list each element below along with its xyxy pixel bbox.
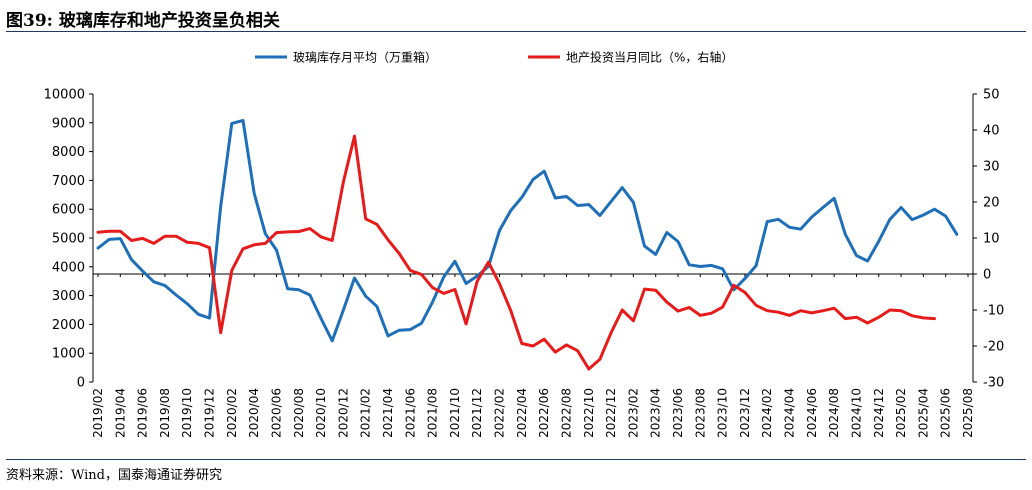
x-tick-label: 2022/12 xyxy=(604,388,618,438)
x-tick-label: 2021/10 xyxy=(448,388,462,438)
x-tick-label: 2024/02 xyxy=(760,388,774,438)
x-tick-label: 2023/12 xyxy=(738,388,752,438)
glass-inventory-line xyxy=(96,119,959,343)
x-tick-label: 2022/04 xyxy=(515,388,529,438)
x-tick-label: 2019/10 xyxy=(180,388,194,438)
x-tick-label: 2025/04 xyxy=(916,388,930,438)
right-tick-label: -10 xyxy=(983,304,1004,319)
x-tick-label: 2024/12 xyxy=(872,388,886,438)
x-tick-label: 2024/10 xyxy=(849,388,863,438)
x-tick-label: 2019/12 xyxy=(203,388,217,438)
left-tick-label: 4000 xyxy=(52,260,85,275)
x-tick-label: 2022/08 xyxy=(559,388,573,438)
x-tick-label: 2019/04 xyxy=(113,388,127,438)
left-tick-label: 6000 xyxy=(52,203,85,218)
x-tick-label: 2022/06 xyxy=(537,388,551,438)
x-tick-label: 2025/06 xyxy=(939,388,953,438)
x-tick-label: 2023/10 xyxy=(716,388,730,438)
x-tick-label: 2022/02 xyxy=(493,388,507,438)
right-tick-label: 10 xyxy=(983,232,1000,247)
figure-title: 图39: 玻璃库存和地产投资呈负相关 xyxy=(6,11,280,31)
property-investment-line xyxy=(96,134,936,371)
x-tick-label: 2024/04 xyxy=(783,388,797,438)
x-tick-label: 2022/10 xyxy=(582,388,596,438)
x-tick-label: 2023/08 xyxy=(693,388,707,438)
source-note: 资料来源：Wind，国泰海通证券研究 xyxy=(6,468,222,483)
x-tick-label: 2020/12 xyxy=(336,388,350,438)
right-tick-label: 50 xyxy=(983,88,1000,103)
left-tick-label: 9000 xyxy=(52,116,85,131)
right-tick-label: 40 xyxy=(983,124,1000,139)
chart-axes: 0100020003000400050006000700080009000100… xyxy=(44,88,1005,438)
x-tick-label: 2021/04 xyxy=(381,388,395,438)
legend-label-inventory: 玻璃库存月平均（万重箱） xyxy=(293,50,437,65)
x-tick-label: 2020/08 xyxy=(292,388,306,438)
chart-lines xyxy=(96,119,959,371)
x-tick-label: 2020/06 xyxy=(269,388,283,438)
x-tick-label: 2025/08 xyxy=(961,388,975,438)
x-tick-label: 2024/08 xyxy=(827,388,841,438)
x-tick-label: 2025/02 xyxy=(894,388,908,438)
x-tick-label: 2024/06 xyxy=(805,388,819,438)
x-tick-label: 2023/06 xyxy=(671,388,685,438)
title-divider xyxy=(6,31,1026,32)
x-tick-label: 2019/06 xyxy=(136,388,150,438)
right-tick-label: -20 xyxy=(983,340,1004,355)
left-tick-label: 0 xyxy=(77,376,85,391)
right-tick-label: 30 xyxy=(983,160,1000,175)
x-tick-label: 2023/04 xyxy=(649,388,663,438)
figure-header: 图39: 玻璃库存和地产投资呈负相关 xyxy=(6,6,1026,32)
x-tick-label: 2021/06 xyxy=(403,388,417,438)
chart-legend: 玻璃库存月平均（万重箱） 地产投资当月同比（%，右轴） xyxy=(255,50,733,65)
source-divider xyxy=(6,459,1026,460)
left-tick-label: 8000 xyxy=(52,145,85,160)
x-tick-label: 2019/08 xyxy=(158,388,172,438)
right-tick-label: 20 xyxy=(983,196,1000,211)
x-tick-label: 2020/04 xyxy=(247,388,261,438)
left-tick-label: 2000 xyxy=(52,318,85,333)
x-tick-label: 2020/10 xyxy=(314,388,328,438)
right-tick-label: -30 xyxy=(983,376,1004,391)
legend-label-investment: 地产投资当月同比（%，右轴） xyxy=(566,50,733,65)
x-tick-label: 2021/12 xyxy=(470,388,484,438)
x-tick-label: 2021/02 xyxy=(359,388,373,438)
left-tick-label: 5000 xyxy=(52,232,85,247)
left-tick-label: 3000 xyxy=(52,289,85,304)
left-tick-label: 7000 xyxy=(52,174,85,189)
x-tick-label: 2021/08 xyxy=(426,388,440,438)
left-tick-label: 10000 xyxy=(44,88,85,103)
x-tick-label: 2019/02 xyxy=(91,388,105,438)
x-tick-label: 2020/02 xyxy=(225,388,239,438)
x-tick-label: 2023/02 xyxy=(626,388,640,438)
left-tick-label: 1000 xyxy=(52,347,85,362)
right-tick-label: 0 xyxy=(983,268,991,283)
